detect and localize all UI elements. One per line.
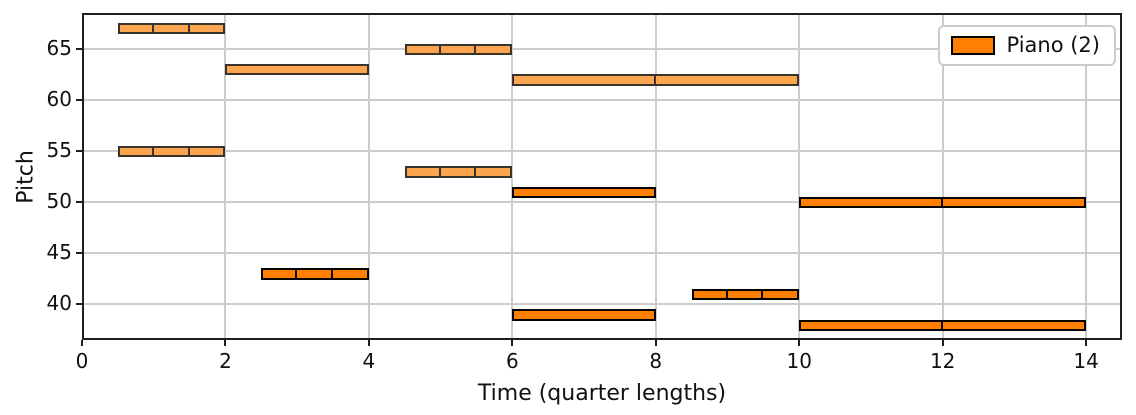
y-axis-label: Pitch xyxy=(13,149,39,204)
x-tick-label: 8 xyxy=(649,349,663,373)
x-tick-mark xyxy=(511,340,514,346)
x-tick-mark xyxy=(941,340,944,346)
x-tick-label: 14 xyxy=(1073,349,1099,373)
x-tick-label: 6 xyxy=(505,349,519,373)
y-tick-label: 65 xyxy=(46,35,72,60)
x-tick-mark xyxy=(654,340,657,346)
legend-label: Piano (2) xyxy=(1006,33,1101,57)
x-axis-label: Time (quarter lengths) xyxy=(477,381,727,406)
x-tick-mark xyxy=(1085,340,1088,346)
x-tick-label: 4 xyxy=(362,349,376,373)
x-tick-mark xyxy=(367,340,370,346)
legend: Piano (2) xyxy=(937,25,1116,67)
x-tick-label: 0 xyxy=(75,349,89,373)
y-tick-label: 45 xyxy=(46,240,72,265)
y-tick-label: 60 xyxy=(46,86,72,111)
x-tick-mark xyxy=(798,340,801,346)
x-tick-mark xyxy=(224,340,227,346)
plot-area-spines xyxy=(82,13,1122,340)
legend-swatch-icon xyxy=(950,36,995,56)
y-tick-label: 40 xyxy=(46,291,72,316)
x-tick-label: 10 xyxy=(786,349,812,373)
x-tick-label: 12 xyxy=(929,349,956,373)
x-tick-mark xyxy=(81,340,83,346)
x-tick-label: 2 xyxy=(219,349,232,373)
